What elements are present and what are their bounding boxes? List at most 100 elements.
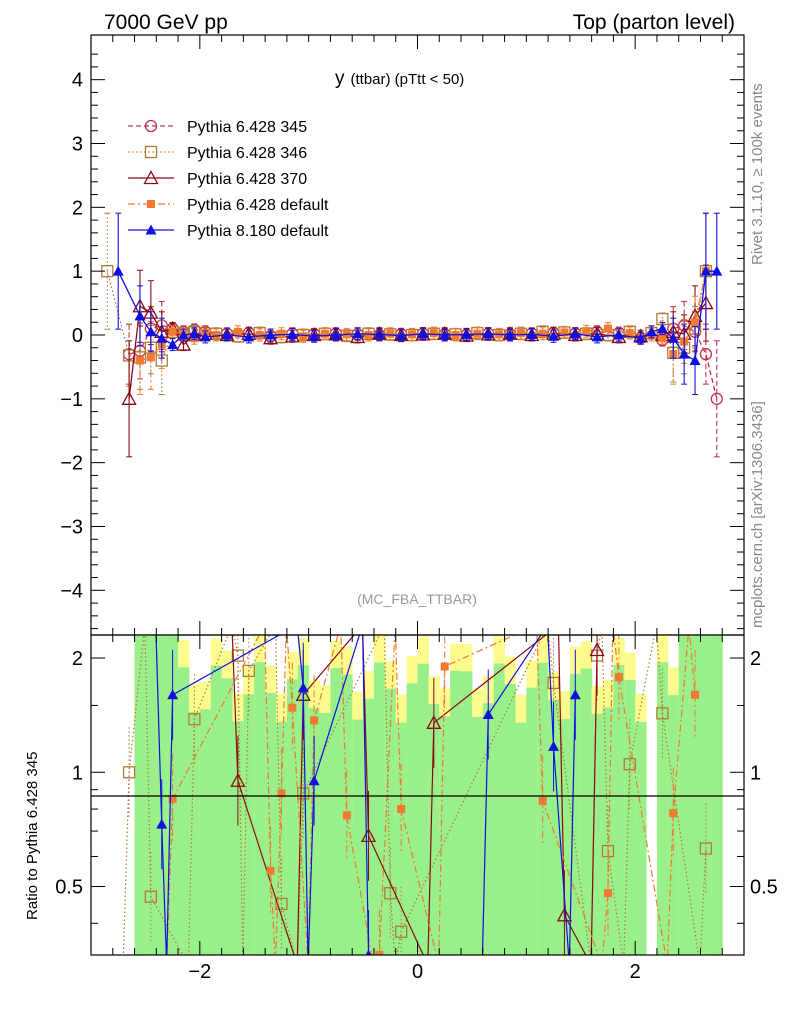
ratio-point [230, 772, 246, 787]
legend-marker [143, 170, 159, 185]
green-band [417, 663, 429, 955]
y-tick-label: 0 [72, 325, 83, 347]
green-band [613, 664, 625, 955]
ratio-trace [231, 635, 598, 955]
data-point [299, 332, 308, 341]
data-point [221, 329, 233, 340]
data-point [699, 347, 713, 361]
series-pythia-6-428-345 [122, 300, 723, 458]
green-band [635, 722, 647, 955]
data-point [710, 392, 723, 405]
ratio-point [623, 758, 636, 771]
green-band [286, 679, 299, 955]
data-point [135, 356, 144, 365]
y-tick-label: 1 [72, 261, 83, 283]
series-pythia-6-428-default [135, 212, 710, 396]
ratio-point [156, 818, 168, 829]
data-point [364, 331, 373, 339]
green-band [134, 635, 146, 955]
data-point [175, 336, 192, 351]
data-point [330, 329, 342, 340]
main-plot-panel: −4 −3 −2 −1 0 1 2 3 4 y (ttbar) (pTtt < 50) (MC_F… [60, 34, 745, 636]
y-tick-label: 2 [72, 197, 83, 219]
ratio-point [395, 925, 408, 938]
data-point [320, 329, 329, 338]
green-band [569, 673, 582, 955]
ratio-trace [122, 635, 707, 955]
watermark: (MC_FBA_TTBAR) [357, 591, 477, 607]
data-point [504, 329, 516, 340]
ratio-point [188, 713, 201, 726]
ratio-point [548, 740, 560, 751]
green-band [624, 680, 636, 955]
data-point [582, 327, 591, 336]
ratio-y-tick-label-right: 2 [750, 648, 761, 670]
data-point [277, 329, 286, 338]
data-point [233, 327, 242, 336]
data-point [603, 324, 612, 333]
ratio-data-marks [122, 635, 713, 955]
ratio-point [277, 789, 286, 798]
ratio-point [242, 664, 255, 678]
data-point [417, 328, 429, 339]
green-band [537, 662, 549, 955]
ratio-point [144, 890, 158, 903]
ratio-point [310, 716, 319, 725]
green-band [461, 671, 473, 955]
main-axis-ticks: −4 −3 −2 −1 0 1 2 3 4 [60, 35, 744, 635]
plot-title-sub: (ttbar) (pTtt < 50) [351, 71, 465, 88]
green-band [580, 668, 593, 955]
green-band [493, 663, 506, 955]
series-pythia-6-428-346 [101, 212, 713, 396]
data-point [146, 353, 155, 362]
ratio-plot-panel: 0.5 0.5 1 1 2 2 −2 0 2 Ratio to Pythia 6.428 345 [24, 634, 778, 983]
green-band [548, 699, 560, 955]
legend: Pythia 6.428 345 Pythia 6.428 346 Pythia 6… [128, 119, 329, 240]
ratio-point [538, 797, 547, 806]
ratio-point [297, 787, 310, 800]
green-band [199, 709, 212, 955]
green-band [450, 670, 462, 955]
ratio-point [440, 662, 449, 671]
legend-marker [147, 200, 155, 208]
green-band [276, 721, 288, 955]
ratio-point [397, 805, 406, 814]
data-point [112, 265, 124, 276]
data-point [167, 339, 179, 350]
ratio-y-tick-label: 1 [72, 762, 83, 784]
plot-title-main: y [335, 68, 345, 89]
main-data-marks [101, 212, 723, 458]
data-point [188, 328, 200, 339]
data-point [352, 328, 364, 339]
data-point [700, 265, 712, 276]
green-band [471, 716, 484, 955]
data-point [168, 327, 177, 336]
data-point [460, 328, 472, 339]
series-line [128, 302, 707, 399]
green-band [428, 704, 440, 955]
x-tick-label: −2 [188, 961, 211, 983]
ratio-point [360, 827, 377, 842]
header-left: 7000 GeV pp [104, 11, 228, 34]
ratio-point [167, 689, 179, 700]
legend-entry: Pythia 6.428 default [128, 197, 329, 214]
legend-label: Pythia 6.428 370 [187, 171, 307, 188]
green-band [406, 683, 418, 955]
ratio-point [288, 703, 297, 712]
y-tick-label: −2 [60, 453, 83, 475]
legend-entry: Pythia 6.428 346 [128, 145, 307, 162]
ratio-y-tick-label-right: 0.5 [750, 877, 778, 899]
ratio-point [365, 949, 372, 955]
ratio-point [342, 811, 351, 820]
green-band [145, 635, 157, 955]
series-pythia-6-428-370 [121, 264, 714, 458]
ratio-point [601, 844, 615, 858]
data-point [286, 328, 298, 339]
data-point [591, 331, 603, 342]
data-point [613, 329, 625, 340]
ratio-series-pythia-6-428-default [166, 635, 700, 955]
y-tick-label: 4 [72, 70, 83, 92]
green-band [297, 665, 310, 955]
green-band [319, 713, 331, 955]
green-band [700, 635, 712, 955]
